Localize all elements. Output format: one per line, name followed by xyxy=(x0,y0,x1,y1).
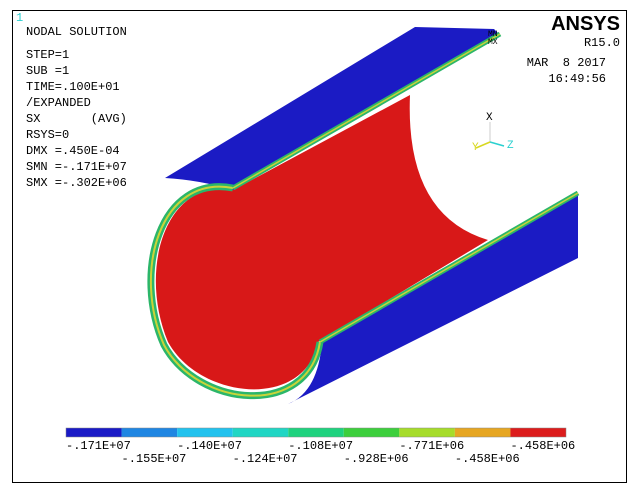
legend-border xyxy=(65,427,567,438)
info-panel: NODAL SOLUTION STEP=1 SUB =1 TIME=.100E+01 /… xyxy=(26,25,127,190)
legend-label: -.771E+06 xyxy=(399,439,464,453)
min-marker: MN xyxy=(488,30,498,39)
legend-label: -.928E+06 xyxy=(344,452,409,466)
window-number: 1 xyxy=(16,11,23,25)
legend-label: -.108E+07 xyxy=(288,439,353,453)
info-line: SMN =-.171E+07 xyxy=(26,160,127,174)
info-line: SMX =-.302E+06 xyxy=(26,176,127,190)
legend-swatch xyxy=(232,428,289,437)
info-line: /EXPANDED xyxy=(26,96,91,110)
info-line: SX (AVG) xyxy=(26,112,127,126)
axis-triad: X Y Z xyxy=(472,112,514,154)
info-line: STEP=1 xyxy=(26,48,69,62)
info-line: TIME=.100E+01 xyxy=(26,80,120,94)
info-line: DMX =.450E-04 xyxy=(26,144,120,158)
triad-x-label: X xyxy=(486,112,493,124)
legend-swatch xyxy=(510,428,566,437)
date: MAR 8 2017 xyxy=(527,56,606,70)
legend-swatch xyxy=(288,428,344,437)
legend-label: -.124E+07 xyxy=(233,452,298,466)
info-line: RSYS=0 xyxy=(26,128,69,142)
max-marker: MX xyxy=(488,38,498,47)
legend-swatch xyxy=(343,428,400,437)
legend-swatch xyxy=(454,428,511,437)
triad-y-label: Y xyxy=(472,142,479,154)
legend-swatch xyxy=(399,428,455,437)
inner-surface xyxy=(155,95,488,390)
legend-label: -.171E+07 xyxy=(66,439,131,453)
info-line: NODAL SOLUTION xyxy=(26,25,127,39)
legend-swatch xyxy=(66,428,122,437)
model xyxy=(147,27,580,404)
legend-swatch xyxy=(177,428,233,437)
frame xyxy=(12,10,627,483)
contour-legend: -.171E+07-.155E+07-.140E+07-.124E+07-.10… xyxy=(65,427,575,466)
triad-z-label: Z xyxy=(507,140,514,152)
front-ring-edge xyxy=(150,185,321,397)
version: R15.0 xyxy=(584,36,620,50)
brand: ANSYS xyxy=(551,13,620,35)
legend-label: -.458E+06 xyxy=(510,439,575,453)
legend-label: -.458E+06 xyxy=(455,452,520,466)
outer-surface-bottom xyxy=(288,193,578,404)
time: 16:49:56 xyxy=(548,72,606,86)
triad-y-axis xyxy=(475,141,491,149)
triad-z-axis xyxy=(489,141,505,147)
info-line: SUB =1 xyxy=(26,64,69,78)
legend-label: -.140E+07 xyxy=(177,439,242,453)
bottom-cut-edge-line xyxy=(319,192,579,343)
legend-swatch xyxy=(121,428,178,437)
legend-label: -.155E+07 xyxy=(122,452,187,466)
outer-surface-top xyxy=(165,27,500,190)
top-cut-edge-line xyxy=(232,33,501,189)
